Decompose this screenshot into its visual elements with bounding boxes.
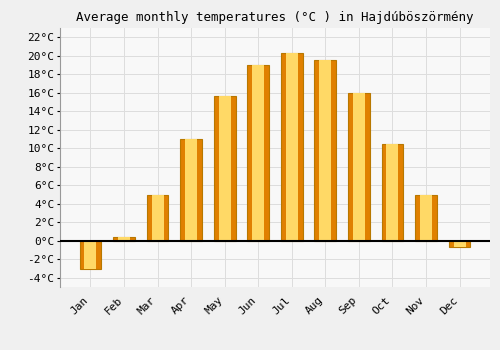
Bar bbox=[415, 195, 437, 241]
Bar bbox=[180, 139, 202, 241]
Bar bbox=[252, 65, 264, 241]
Bar bbox=[146, 195, 169, 241]
Bar bbox=[320, 60, 332, 241]
Bar bbox=[118, 237, 130, 241]
Bar bbox=[152, 195, 164, 241]
Bar bbox=[386, 144, 398, 241]
Bar bbox=[248, 65, 269, 241]
Bar bbox=[214, 96, 236, 241]
Bar bbox=[113, 237, 135, 241]
Title: Average monthly temperatures (°C ) in Hajdúböszörmény: Average monthly temperatures (°C ) in Ha… bbox=[76, 11, 474, 24]
Bar bbox=[382, 144, 404, 241]
Bar bbox=[218, 96, 230, 241]
Bar bbox=[448, 241, 470, 247]
Bar bbox=[80, 241, 102, 268]
Bar bbox=[420, 195, 432, 241]
Bar bbox=[454, 241, 466, 247]
Bar bbox=[281, 53, 302, 241]
Bar bbox=[348, 93, 370, 241]
Bar bbox=[84, 241, 96, 268]
Bar bbox=[286, 53, 298, 241]
Bar bbox=[185, 139, 197, 241]
Bar bbox=[353, 93, 365, 241]
Bar bbox=[314, 60, 336, 241]
